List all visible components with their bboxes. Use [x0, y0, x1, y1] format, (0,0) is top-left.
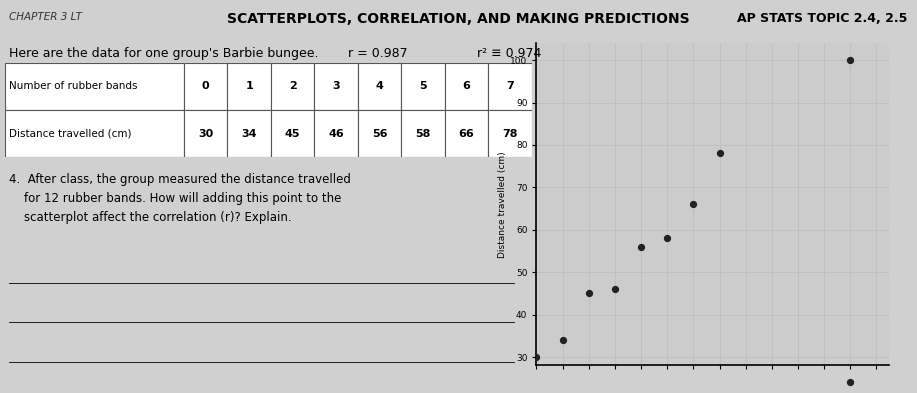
- Bar: [445, 110, 489, 157]
- Bar: [489, 110, 532, 157]
- Text: Here are the data for one group's Barbie bungee.: Here are the data for one group's Barbie…: [9, 47, 319, 60]
- Text: r = 0.987: r = 0.987: [348, 47, 408, 60]
- Bar: [489, 63, 532, 110]
- Text: 4: 4: [376, 81, 383, 92]
- Point: [581, 290, 596, 297]
- Text: 7: 7: [506, 81, 514, 92]
- Bar: [5, 110, 184, 157]
- Text: 1: 1: [245, 81, 253, 92]
- Bar: [184, 110, 227, 157]
- Bar: [184, 63, 227, 110]
- Text: 6: 6: [463, 81, 470, 92]
- Point: [608, 286, 623, 292]
- Text: 58: 58: [415, 129, 431, 139]
- Bar: [358, 63, 402, 110]
- Text: SCATTERPLOTS, CORRELATION, AND MAKING PREDICTIONS: SCATTERPLOTS, CORRELATION, AND MAKING PR…: [227, 12, 690, 26]
- Y-axis label: Distance travelled (cm): Distance travelled (cm): [498, 151, 507, 258]
- Bar: [358, 110, 402, 157]
- Text: AP STATS TOPIC 2.4, 2.5: AP STATS TOPIC 2.4, 2.5: [737, 12, 908, 25]
- Text: 56: 56: [372, 129, 387, 139]
- Text: 4.  After class, the group measured the distance travelled
    for 12 rubber ban: 4. After class, the group measured the d…: [9, 173, 351, 224]
- Point: [843, 379, 857, 386]
- Text: Number of rubber bands: Number of rubber bands: [9, 81, 138, 92]
- Point: [529, 354, 544, 360]
- Text: 78: 78: [503, 129, 518, 139]
- Text: r² ≡ 0.974: r² ≡ 0.974: [477, 47, 541, 60]
- Point: [686, 201, 701, 208]
- Point: [713, 151, 727, 157]
- Point: [843, 57, 857, 63]
- Text: 5: 5: [419, 81, 427, 92]
- Bar: [271, 63, 315, 110]
- Point: [660, 235, 675, 241]
- Bar: [5, 63, 184, 110]
- Bar: [227, 110, 271, 157]
- Text: 45: 45: [285, 129, 301, 139]
- Point: [556, 337, 570, 343]
- Text: 0: 0: [202, 81, 209, 92]
- Bar: [271, 110, 315, 157]
- Bar: [402, 63, 445, 110]
- Text: 34: 34: [241, 129, 257, 139]
- Point: [634, 244, 648, 250]
- Text: 66: 66: [458, 129, 474, 139]
- Text: CHAPTER 3 LT: CHAPTER 3 LT: [9, 12, 83, 22]
- Text: 46: 46: [328, 129, 344, 139]
- Text: Distance travelled (cm): Distance travelled (cm): [9, 129, 131, 139]
- Bar: [445, 63, 489, 110]
- Text: 30: 30: [198, 129, 214, 139]
- Text: 3: 3: [332, 81, 340, 92]
- Text: 2: 2: [289, 81, 296, 92]
- Bar: [402, 110, 445, 157]
- Bar: [315, 63, 358, 110]
- Bar: [227, 63, 271, 110]
- Bar: [315, 110, 358, 157]
